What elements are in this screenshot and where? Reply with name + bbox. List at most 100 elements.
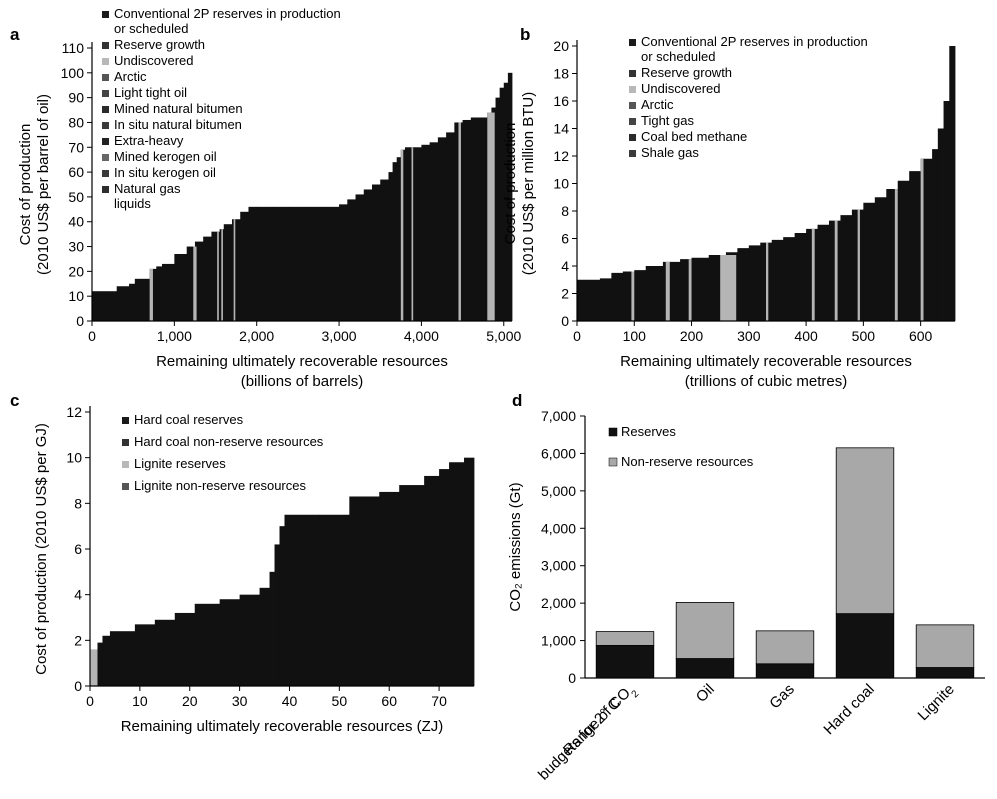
cost-step-bar [372, 184, 381, 321]
cost-step-bar [322, 206, 340, 321]
y-tick-label: 0 [561, 313, 569, 329]
y-tick-label: 16 [553, 93, 569, 109]
legend-label: Hard coal reserves [134, 412, 244, 427]
x-tick-label: 5,000 [486, 328, 521, 344]
cost-step-bar [794, 233, 807, 321]
cost-step-bar [424, 475, 440, 686]
panel-letter-c: c [10, 391, 19, 410]
cost-step-bar [203, 236, 212, 321]
cost-step-bar [156, 266, 163, 321]
resource-stripe [193, 246, 197, 321]
y-tick-label: 8 [74, 495, 82, 511]
legend-swatch [122, 417, 129, 424]
x-tick-label: 10 [132, 693, 148, 709]
category-label: Gas [766, 681, 797, 712]
cost-step-bar [446, 132, 455, 321]
cost-step-bar [349, 496, 380, 686]
cost-step-bar [174, 612, 196, 686]
cost-step-bar [449, 462, 465, 686]
chart-panel-c: c 0 2 4 6 8 10 12 0 10 20 30 40 50 60 70 Remaining ultim… [10, 391, 475, 735]
legend-swatch [629, 118, 636, 125]
legend-label: Undiscovered [114, 53, 194, 68]
y-axis-label: (2010 US$ per million BTU) [520, 92, 537, 275]
resource-stripe [217, 231, 219, 321]
resource-stripe [766, 242, 769, 321]
cost-step-bar [937, 128, 944, 321]
cost-step-bar [462, 119, 472, 322]
x-tick-label: 1,000 [157, 328, 192, 344]
y-tick-label: 12 [553, 148, 569, 164]
legend-label: Conventional 2P reserves in production [641, 34, 868, 49]
cost-step-bar [429, 142, 439, 321]
legend-label: Natural gas [114, 181, 181, 196]
y-tick-label: 20 [68, 263, 84, 279]
legend-label: Reserve growth [114, 37, 205, 52]
stacked-bar-segment [675, 658, 735, 679]
y-tick-label: 110 [62, 40, 85, 56]
cost-step-bar [874, 197, 887, 321]
y-axis-label: CO₂ emissions (Gt) [507, 482, 524, 611]
subscript-2: 2 [629, 688, 641, 700]
cost-step-bar [355, 194, 365, 321]
panel-letter-a: a [10, 25, 20, 44]
legend-label: or scheduled [641, 49, 715, 64]
resource-stripe [221, 229, 223, 321]
x-tick-label: 2,000 [239, 328, 274, 344]
legend-swatch [122, 439, 129, 446]
cost-step-bar [379, 491, 400, 686]
cost-step-bar [464, 457, 475, 686]
legend-swatch [102, 186, 109, 193]
cost-step-bar [392, 162, 398, 321]
cost-step-bar [240, 211, 249, 321]
cost-step-bar [339, 204, 348, 321]
x-axis-label: (billions of barrels) [241, 373, 364, 390]
category-label: Lignite [915, 681, 958, 724]
stacked-bar-segment [755, 663, 815, 679]
cost-step-bar [404, 147, 414, 321]
chart-panel-a: a 0 10 20 30 40 50 60 70 80 90 100 110 0 1,000 2,000 3,0… [10, 6, 521, 390]
cost-step-bar [248, 206, 258, 321]
cost-step-bar [232, 219, 241, 321]
cost-step-bar [909, 171, 922, 321]
cost-step-bar [691, 257, 710, 321]
x-tick-label: 0 [573, 328, 581, 344]
x-axis-label: Remaining ultimately recoverable resourc… [121, 718, 444, 735]
x-tick-label: 60 [381, 693, 397, 709]
legend-label: Undiscovered [641, 81, 721, 96]
cost-step-bar [97, 642, 103, 686]
cost-step-bar [949, 46, 956, 321]
cost-step-bar [507, 72, 513, 322]
y-tick-label: 2,000 [541, 595, 576, 611]
x-tick-label: 20 [182, 693, 198, 709]
cost-step-bar [274, 544, 280, 686]
cost-step-bar [783, 237, 796, 321]
chart-panel-d: d01,0002,0003,0004,0005,0006,0007,000Ran… [507, 391, 985, 784]
legend-swatch [102, 154, 109, 161]
resource-stripe [665, 261, 670, 321]
cost-step-bar [284, 514, 320, 686]
y-tick-label: 0 [568, 670, 576, 686]
y-tick-label: 80 [68, 114, 84, 130]
legend-label: In situ kerogen oil [114, 165, 216, 180]
resource-stripe [631, 271, 635, 321]
x-tick-label: 200 [680, 328, 704, 344]
legend-label: Reserve growth [641, 65, 732, 80]
cost-step-bar [223, 224, 233, 321]
resource-stripe [920, 158, 924, 321]
legend-swatch [102, 170, 109, 177]
x-tick-label: 4,000 [404, 328, 439, 344]
cost-step-bar [174, 253, 188, 321]
cost-step-bar [680, 259, 692, 321]
legend-label: Shale gas [641, 145, 699, 160]
resource-stripe [894, 189, 898, 321]
x-tick-label: 3,000 [322, 328, 357, 344]
y-axis-label: Cost of production [17, 124, 34, 246]
legend-label: Hard coal non-reserve resources [134, 434, 324, 449]
stacked-bar-segment [915, 624, 975, 668]
x-axis-label: Remaining ultimately recoverable resourc… [156, 353, 448, 370]
legend-label: or scheduled [114, 21, 188, 36]
legend-swatch [629, 39, 636, 46]
resource-stripe [149, 268, 153, 321]
stacked-bar-segment [755, 630, 815, 665]
